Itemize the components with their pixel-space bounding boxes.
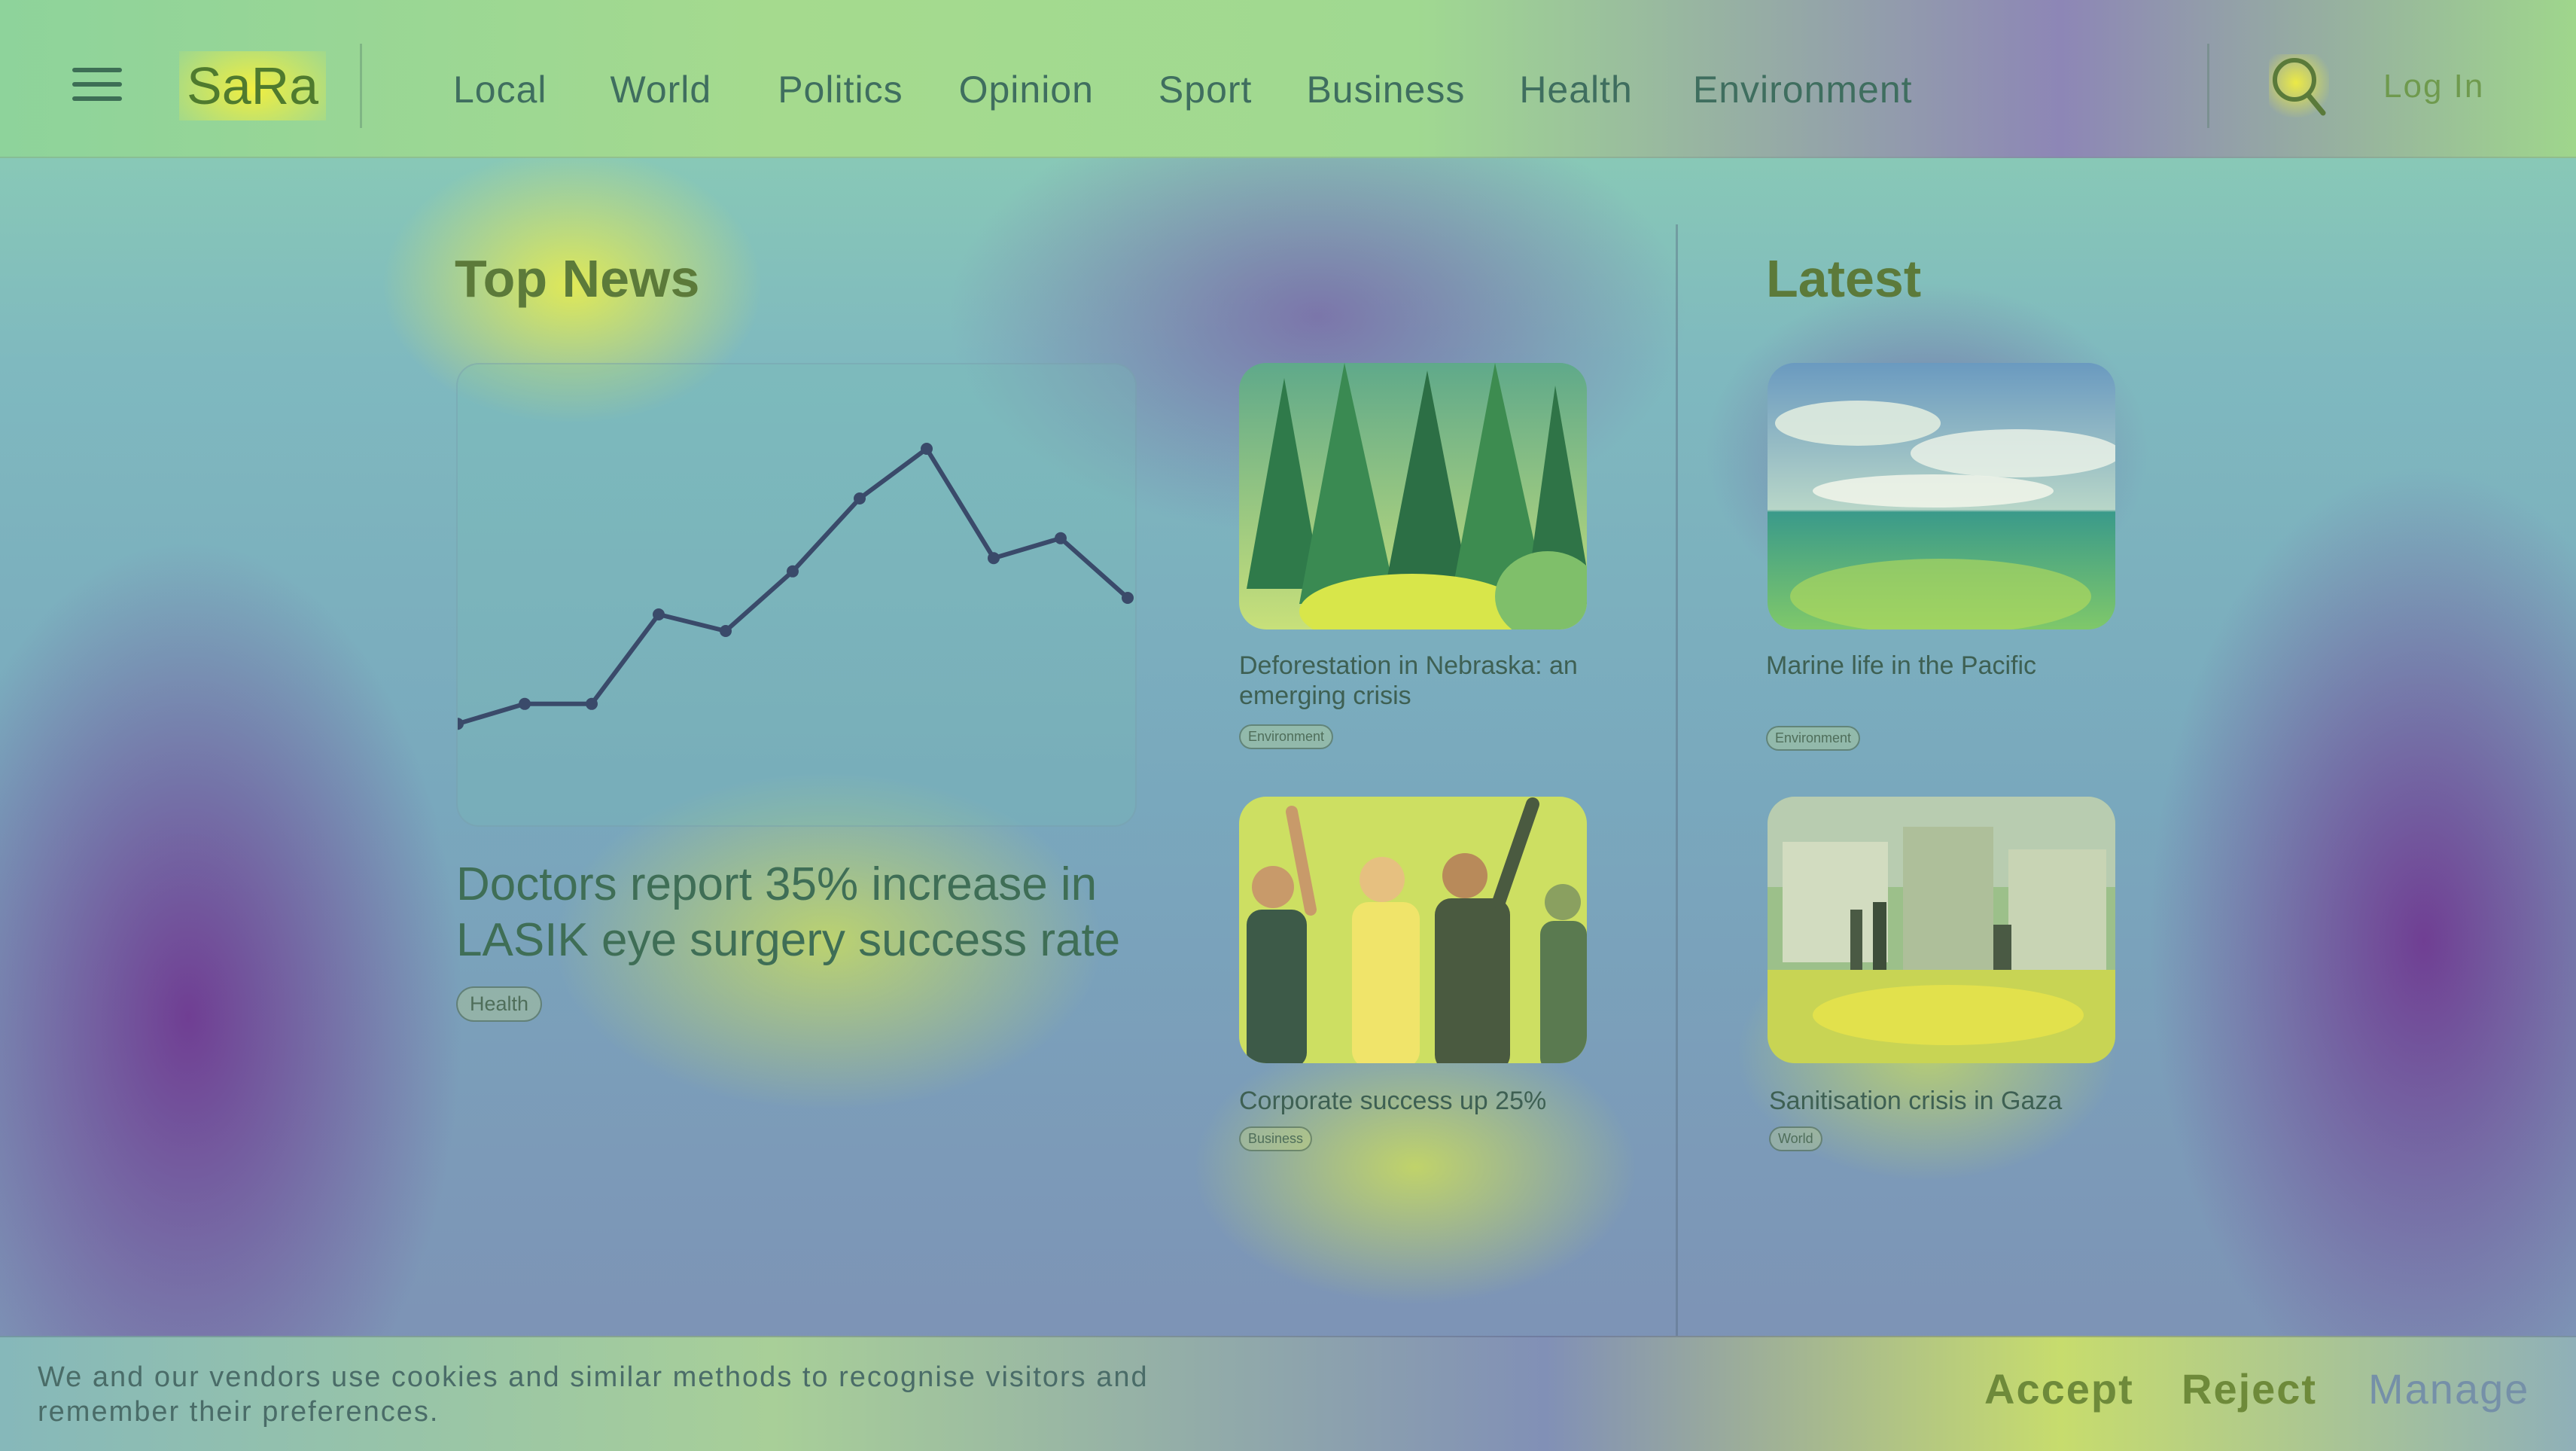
- sparkline-point: [1055, 532, 1067, 544]
- sparkline-point: [458, 718, 464, 730]
- card-title-deforestation[interactable]: Deforestation in Nebraska: an emerging c…: [1239, 651, 1578, 710]
- feature-tag[interactable]: Health: [456, 986, 543, 1022]
- column-divider: [1676, 224, 1678, 1337]
- sparkline-point: [988, 552, 1000, 565]
- sparkline-point: [586, 697, 598, 710]
- reject-button[interactable]: Reject: [2182, 1365, 2318, 1413]
- feature-chart-image[interactable]: [456, 363, 1137, 827]
- nav-opinion[interactable]: Opinion: [958, 69, 1094, 111]
- sparkline-point: [787, 565, 799, 578]
- hamburger-menu-icon[interactable]: [72, 68, 122, 101]
- sparkline-chart: [458, 443, 1134, 730]
- nav-business[interactable]: Business: [1306, 69, 1466, 111]
- nav-politics[interactable]: Politics: [778, 69, 903, 111]
- cookie-message: We and our vendors use cookies and simil…: [38, 1361, 1149, 1428]
- card-image-forest[interactable]: [1239, 363, 1587, 629]
- login-link[interactable]: Log In: [2383, 68, 2485, 105]
- card-image-gaza[interactable]: [1768, 797, 2115, 1063]
- card-tag-environment-latest[interactable]: Environment: [1766, 726, 1861, 751]
- manage-button[interactable]: Manage: [2368, 1365, 2530, 1413]
- top-news-heading: Top News: [455, 249, 700, 308]
- latest-heading: Latest: [1766, 249, 1922, 308]
- card-image-ocean[interactable]: [1768, 363, 2115, 629]
- header-divider-right: [2207, 44, 2209, 128]
- sparkline-point: [854, 492, 866, 504]
- main-nav: Local World Politics Opinion Sport Busin…: [453, 68, 1913, 111]
- sparkline-line: [458, 445, 1129, 727]
- card-title-marine[interactable]: Marine life in the Pacific: [1766, 651, 2037, 680]
- sparkline-point: [519, 697, 531, 710]
- sparkline-point: [720, 625, 732, 637]
- cookie-banner: We and our vendors use cookies and simil…: [0, 1336, 2576, 1451]
- nav-world[interactable]: World: [610, 69, 712, 111]
- card-title-corporate[interactable]: Corporate success up 25%: [1239, 1087, 1547, 1115]
- nav-health[interactable]: Health: [1519, 69, 1633, 111]
- sparkline-point: [1122, 592, 1134, 604]
- sparkline-point: [653, 608, 665, 620]
- accept-button[interactable]: Accept: [1984, 1365, 2134, 1413]
- nav-environment[interactable]: Environment: [1692, 69, 1913, 111]
- card-tag-environment[interactable]: Environment: [1239, 724, 1334, 749]
- header-divider: [360, 44, 362, 128]
- card-title-gaza[interactable]: Sanitisation crisis in Gaza: [1769, 1087, 2063, 1115]
- card-tag-world[interactable]: World: [1769, 1126, 1822, 1151]
- card-tag-business[interactable]: Business: [1239, 1126, 1313, 1151]
- nav-local[interactable]: Local: [453, 69, 547, 111]
- search-icon[interactable]: [2269, 54, 2329, 117]
- site-header: SaRa Local World Politics Opinion Sport …: [0, 0, 2576, 158]
- site-logo[interactable]: SaRa: [179, 51, 327, 120]
- nav-sport[interactable]: Sport: [1158, 69, 1253, 111]
- card-image-people[interactable]: [1239, 797, 1587, 1063]
- sparkline-point: [921, 443, 933, 455]
- feature-headline[interactable]: Doctors report 35% increase in LASIK eye…: [456, 858, 1121, 966]
